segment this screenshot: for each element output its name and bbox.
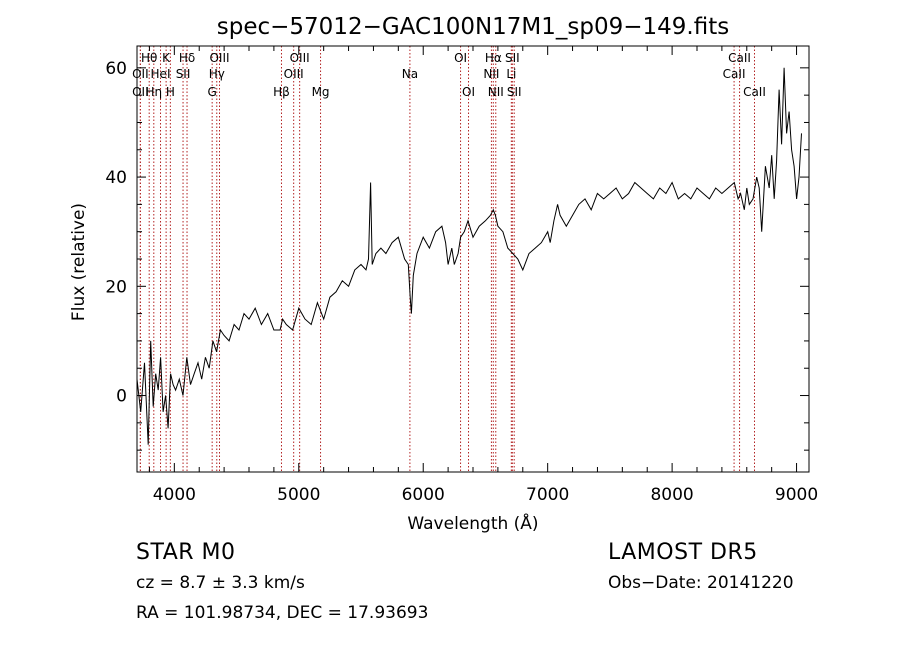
spectral-line-label: Mg bbox=[312, 85, 330, 99]
spectral-line-label: OI bbox=[462, 85, 475, 99]
spectral-line-markers bbox=[139, 46, 755, 472]
y-tick-label: 40 bbox=[105, 168, 127, 188]
x-tick-label: 9000 bbox=[775, 485, 818, 505]
redshift-velocity: cz = 8.7 ± 3.3 km/s bbox=[136, 573, 305, 593]
spectral-line-label: Hδ bbox=[179, 51, 195, 65]
spectrum-series-line bbox=[136, 67, 802, 445]
x-tick-label: 6000 bbox=[402, 485, 445, 505]
y-axis-label: Flux (relative) bbox=[69, 203, 89, 321]
observation-date: Obs−Date: 20141220 bbox=[608, 573, 794, 593]
spectral-line-label: Hα bbox=[485, 51, 502, 65]
spectral-line-label: Li bbox=[506, 67, 516, 81]
spectral-line-label: HeI bbox=[151, 67, 171, 81]
sky-coordinates: RA = 101.98734, DEC = 17.93693 bbox=[136, 603, 429, 623]
chart-title: spec−57012−GAC100N17M1_sp09−149.fits bbox=[217, 14, 729, 40]
spectral-line-label: OIII bbox=[284, 67, 304, 81]
spectral-line-label: OIII bbox=[209, 51, 229, 65]
spectral-line-label: NII bbox=[488, 85, 504, 99]
y-tick-label: 0 bbox=[116, 387, 127, 407]
spectral-line-label: Hθ bbox=[141, 51, 157, 65]
spectral-line-label: OII bbox=[132, 85, 149, 99]
spectral-line-label: OIII bbox=[290, 51, 310, 65]
spectral-line-label: OI bbox=[454, 51, 467, 65]
spectral-line-label: Hγ bbox=[209, 67, 225, 81]
y-tick-label: 60 bbox=[105, 59, 127, 79]
spectral-line-label: CaII bbox=[743, 85, 766, 99]
spectral-line-label: CaII bbox=[723, 67, 746, 81]
plot-frame bbox=[136, 45, 810, 473]
y-tick-label: 20 bbox=[105, 277, 127, 297]
spectral-line-label: G bbox=[208, 85, 217, 99]
spectral-line-label: SII bbox=[507, 85, 522, 99]
object-classification: STAR M0 bbox=[136, 540, 236, 565]
x-axis-label: Wavelength (Å) bbox=[407, 512, 538, 534]
spectral-line-label: Hβ bbox=[273, 85, 290, 99]
y-axis-ticks: 0 20 40 60 bbox=[105, 59, 809, 451]
spectral-line-label: Hη bbox=[145, 85, 162, 99]
x-axis-ticks: 4000 5000 6000 7000 8000 9000 bbox=[148, 46, 818, 505]
x-tick-label: 8000 bbox=[650, 485, 693, 505]
x-tick-label: 7000 bbox=[526, 485, 569, 505]
survey-label: LAMOST DR5 bbox=[608, 540, 758, 565]
spectral-line-label: SII bbox=[176, 67, 191, 81]
spectral-line-label: CaII bbox=[728, 51, 751, 65]
spectral-line-label: OII bbox=[132, 67, 149, 81]
x-tick-label: 4000 bbox=[153, 485, 196, 505]
spectral-line-label: K bbox=[162, 51, 171, 65]
spectral-line-label: H bbox=[166, 85, 175, 99]
x-tick-label: 5000 bbox=[277, 485, 320, 505]
spectral-line-label: SII bbox=[505, 51, 520, 65]
spectral-line-label: NII bbox=[483, 67, 499, 81]
spectral-line-label: Na bbox=[402, 67, 418, 81]
